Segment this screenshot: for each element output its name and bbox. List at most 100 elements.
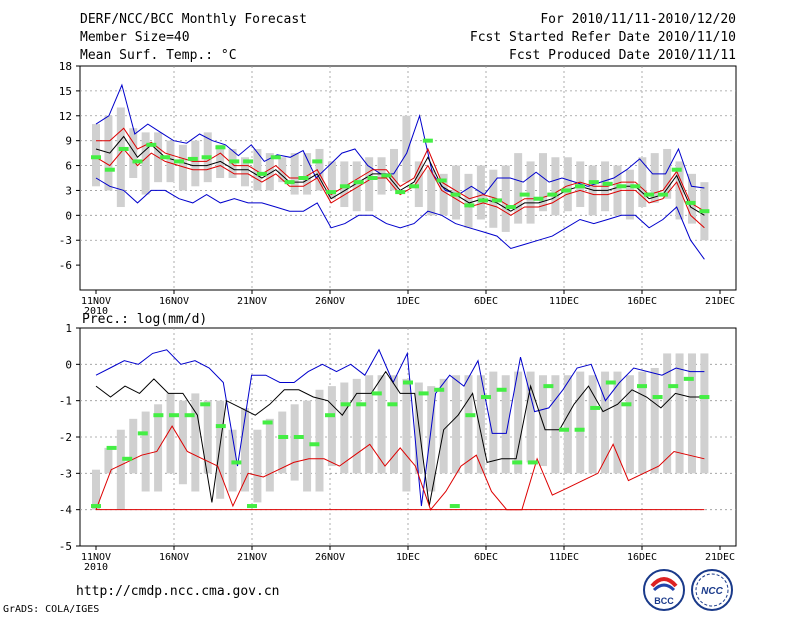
ncc-logo-text: NCC	[701, 586, 723, 597]
forecast-marker	[409, 184, 420, 189]
ensemble-box	[414, 161, 423, 208]
forecast-marker	[505, 205, 516, 210]
forecast-marker	[418, 391, 429, 396]
forecast-marker	[699, 395, 710, 400]
forecast-marker	[270, 155, 281, 160]
forecast-marker	[200, 402, 211, 407]
ensemble-box	[700, 353, 709, 474]
x-tick-label: 11NOV	[81, 296, 111, 307]
x-tick-label: 16NOV	[159, 296, 189, 307]
y-tick-label: -4	[59, 504, 73, 517]
forecast-marker	[247, 504, 257, 509]
ensemble-box	[563, 375, 572, 474]
forecast-marker	[464, 203, 475, 208]
forecast-marker	[229, 159, 240, 164]
ensemble-box	[675, 161, 684, 220]
ensemble-box	[476, 375, 485, 474]
ensemble-box	[191, 393, 200, 492]
ensemble-box	[141, 132, 150, 195]
ensemble-box	[303, 153, 312, 195]
ensemble-box	[663, 148, 672, 199]
forecast-marker	[559, 427, 569, 432]
forecast-marker	[403, 380, 413, 385]
series-line-mean	[95, 370, 705, 507]
forecast-marker	[201, 155, 212, 160]
ensemble-box	[178, 144, 187, 191]
forecast-period: For 2010/11/11-2010/12/20	[540, 12, 736, 27]
y-tick-label: 18	[59, 60, 72, 73]
forecast-marker	[122, 456, 133, 461]
ensemble-box	[315, 389, 324, 492]
footer-url[interactable]: http://cmdp.ncc.cma.gov.cn	[76, 584, 280, 599]
x-tick-label: 1DEC	[396, 296, 420, 307]
forecast-marker	[262, 420, 273, 425]
ensemble-box	[489, 371, 498, 474]
ensemble-box	[452, 375, 461, 474]
ensemble-box	[340, 161, 349, 208]
ensemble-box	[650, 367, 659, 474]
x-tick-year: 2010	[84, 306, 108, 317]
ensemble-box	[278, 157, 287, 183]
forecast-marker	[339, 184, 350, 189]
forecast-marker	[284, 180, 295, 185]
ensemble-box	[650, 153, 659, 203]
bcc-logo: BCC	[643, 569, 685, 611]
y-tick-label: -3	[59, 467, 72, 480]
ensemble-box	[240, 157, 249, 187]
forecast-marker	[574, 184, 585, 189]
ensemble-box	[92, 124, 100, 187]
x-tick-label: 21NOV	[237, 296, 267, 307]
ensemble-box	[501, 375, 510, 474]
ensemble-box	[104, 447, 113, 474]
ensemble-box	[638, 371, 647, 474]
forecast-marker	[621, 402, 632, 407]
forecast-marker	[106, 445, 117, 450]
ensemble-box	[315, 148, 324, 191]
ensemble-box	[625, 169, 634, 220]
y-tick-label: 1	[65, 322, 72, 335]
ensemble-box	[253, 148, 262, 191]
forecast-marker	[637, 384, 647, 389]
ensemble-box	[129, 418, 138, 474]
series-line-upper	[95, 83, 705, 196]
forecast-marker	[699, 209, 710, 214]
forecast-marker	[449, 504, 460, 509]
forecast-marker	[104, 167, 115, 172]
forecast-marker	[434, 387, 445, 392]
ensemble-box	[116, 107, 125, 208]
forecast-marker	[371, 391, 382, 396]
x-tick-label: 16NOV	[159, 552, 189, 563]
y-tick-label: 0	[65, 209, 72, 222]
y-tick-label: 3	[65, 184, 72, 197]
forecast-marker	[243, 159, 254, 164]
ensemble-box	[501, 165, 510, 232]
x-tick-year: 2010	[84, 562, 108, 573]
y-tick-label: -3	[59, 234, 72, 247]
ensemble-box	[303, 400, 312, 492]
ensemble-box	[551, 157, 560, 216]
ensemble-box	[166, 140, 175, 183]
forecast-marker	[312, 159, 323, 164]
x-tick-label: 26NOV	[315, 552, 345, 563]
forecast-marker	[450, 192, 461, 197]
forecast-marker	[326, 190, 337, 195]
x-tick-label: 6DEC	[474, 296, 498, 307]
forecast-marker	[644, 192, 655, 197]
forecast-marker	[436, 178, 447, 183]
member-size: Member Size=40	[80, 30, 190, 45]
forecast-marker	[657, 192, 668, 197]
forecast-marker	[387, 402, 398, 407]
forecast-marker	[683, 376, 694, 381]
forecast-marker	[356, 402, 367, 407]
variable-label-prec: Prec.: log(mm/d)	[82, 312, 207, 327]
x-tick-label: 11DEC	[549, 552, 579, 563]
x-tick-label: 21DEC	[705, 552, 735, 563]
y-tick-label: -5	[59, 540, 72, 553]
ensemble-box	[464, 375, 473, 474]
forecast-marker	[184, 413, 195, 418]
forecast-marker	[519, 192, 530, 197]
chart-title: DERF/NCC/BCC Monthly Forecast	[80, 12, 307, 27]
ensemble-box	[427, 386, 436, 492]
ensemble-box	[141, 411, 150, 492]
forecast-marker	[340, 402, 351, 407]
